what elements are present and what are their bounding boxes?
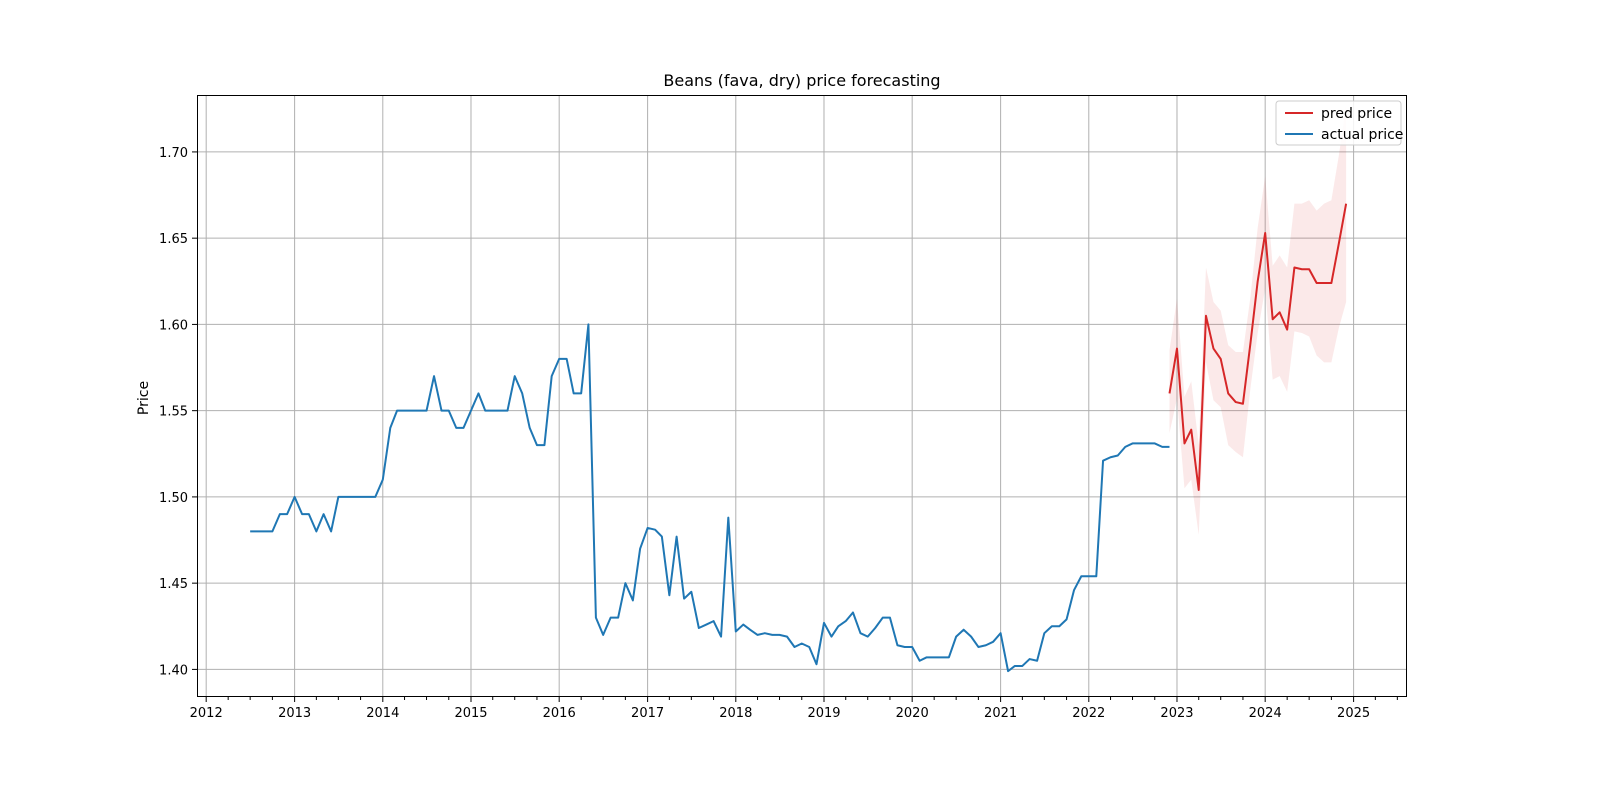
confidence-band [1169, 105, 1347, 535]
x-tick-label: 2021 [984, 706, 1017, 721]
x-axis: 2012 2013 2014 2015 2016 2017 2018 2019 2020 2021… [190, 697, 1398, 721]
x-tick-label: 2012 [190, 706, 223, 721]
y-tick-label: 1.60 [159, 318, 188, 333]
x-tick-label: 2022 [1072, 706, 1105, 721]
y-tick-label: 1.70 [159, 146, 188, 161]
chart-title: Beans (fava, dry) price forecasting [663, 71, 940, 90]
plot-frame [197, 95, 1407, 697]
pred-price-line [1168, 203, 1348, 492]
y-tick-label: 1.45 [159, 577, 188, 592]
legend: pred price actual price [1275, 100, 1403, 146]
series-lines [250, 203, 1348, 673]
y-axis-label: Price [136, 381, 152, 415]
x-tick-label: 2024 [1249, 706, 1282, 721]
x-tick-label: 2014 [366, 706, 399, 721]
x-tick-label: 2019 [807, 706, 840, 721]
x-tick-label: 2015 [454, 706, 487, 721]
x-tick-label: 2020 [896, 706, 929, 721]
y-axis: 1.40 1.45 1.50 1.55 1.60 1.65 1.70 [159, 146, 197, 678]
x-tick-label: 2023 [1160, 706, 1193, 721]
grid-lines [197, 95, 1407, 697]
x-tick-label: 2013 [278, 706, 311, 721]
x-tick-label: 2018 [719, 706, 752, 721]
legend-label-actual: actual price [1321, 127, 1403, 143]
x-tick-label: 2017 [631, 706, 664, 721]
y-tick-label: 1.55 [159, 405, 188, 420]
pred-confidence-band [1169, 105, 1347, 535]
x-tick-label: 2025 [1337, 706, 1370, 721]
legend-label-pred: pred price [1321, 106, 1392, 122]
y-tick-label: 1.65 [159, 232, 188, 247]
actual-price-line [250, 323, 1170, 673]
y-tick-label: 1.50 [159, 491, 188, 506]
y-tick-label: 1.40 [159, 663, 188, 678]
x-tick-label: 2016 [543, 706, 576, 721]
